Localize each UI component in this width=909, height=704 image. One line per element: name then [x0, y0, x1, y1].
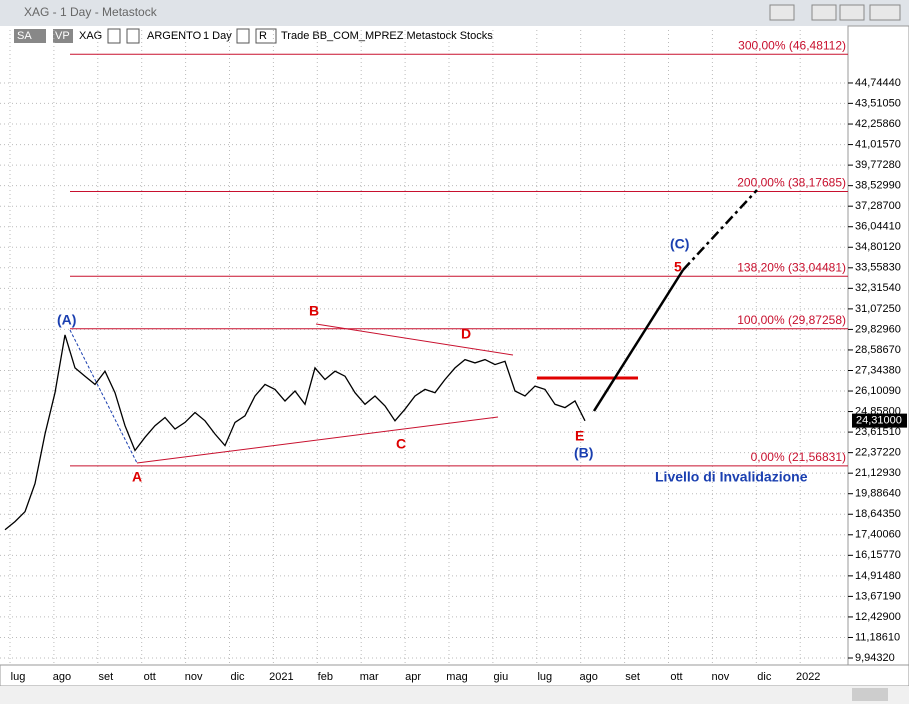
x-tick-label: ago [580, 671, 598, 683]
y-tick-label: 28,58670 [855, 344, 901, 356]
x-tick-label: dic [757, 671, 772, 683]
y-tick-label: 44,74440 [855, 77, 901, 89]
y-tick-label: 17,40060 [855, 529, 901, 541]
y-tick-label: 33,55830 [855, 262, 901, 274]
plot-area [0, 26, 848, 665]
y-tick-label: 21,12930 [855, 467, 901, 479]
wave-label: (B) [574, 445, 593, 461]
y-tick-label: 43,51050 [855, 97, 901, 109]
y-tick-label: 38,52990 [855, 180, 901, 192]
x-tick-label: lug [11, 671, 26, 683]
price-line [4, 334, 586, 531]
y-tick-label: 36,04410 [855, 221, 901, 233]
period: 1 Day [203, 30, 232, 42]
wave-lines [69, 189, 758, 464]
chart-type-dropdown[interactable] [126, 28, 140, 44]
y-tick-label: 13,67190 [855, 590, 901, 602]
y-tick-label: 27,34380 [855, 364, 901, 376]
x-tick-label: nov [712, 671, 730, 683]
x-tick-label: apr [405, 671, 421, 683]
instrument-name: ARGENTO [147, 30, 202, 42]
y-tick-label: 12,42900 [855, 611, 901, 623]
y-tick-label: 31,07250 [855, 303, 901, 315]
x-tick-label: set [625, 671, 640, 683]
y-tick-label: 39,77280 [855, 159, 901, 171]
y-tick-label: 16,15770 [855, 549, 901, 561]
x-tick-label: nov [185, 671, 203, 683]
x-tick-label: ott [144, 671, 156, 683]
btn-close[interactable] [869, 4, 901, 21]
y-tick-label: 37,28700 [855, 200, 901, 212]
vp-label: VP [55, 30, 70, 42]
fib-label: 138,20% (33,04481) [737, 260, 846, 274]
x-tick-label: ott [670, 671, 682, 683]
period-dropdown[interactable] [236, 28, 250, 44]
y-tick-label: 29,82960 [855, 323, 901, 335]
window-title: XAG - 1 Day - Metastock [24, 5, 158, 19]
vp-button[interactable] [53, 29, 73, 43]
wave-label: 5 [674, 259, 682, 275]
x-tick-label: dic [230, 671, 245, 683]
y-tick-label: 14,91480 [855, 570, 901, 582]
fib-label: 200,00% (38,17685) [737, 176, 846, 190]
wave-label: (A) [57, 312, 76, 328]
wave-label: (C) [670, 236, 689, 252]
y-tick-label: 41,01570 [855, 138, 901, 150]
y-tick-label: 9,94320 [855, 652, 895, 664]
y-tick-label: 32,31540 [855, 282, 901, 294]
price-axis [847, 25, 909, 666]
y-tick-label: 19,88640 [855, 488, 901, 500]
r-dropdown[interactable] [255, 28, 277, 44]
fib-label: 300,00% (46,48112) [738, 38, 846, 52]
r-label: R [259, 30, 267, 42]
y-tick-label: 26,10090 [855, 385, 901, 397]
btn-minimize[interactable] [811, 4, 837, 21]
sa-label: SA [17, 30, 32, 42]
x-tick-label: giu [494, 671, 509, 683]
scroll-thumb[interactable] [852, 688, 888, 701]
x-tick-label: set [98, 671, 113, 683]
x-tick-label: ago [53, 671, 71, 683]
y-tick-label: 42,25860 [855, 118, 901, 130]
wave-label: C [396, 436, 406, 452]
x-tick-label: mar [360, 671, 379, 683]
sa-button[interactable] [14, 29, 46, 43]
wave-label: D [461, 326, 471, 342]
x-tick-label: lug [537, 671, 552, 683]
symbol: XAG [79, 30, 102, 42]
x-tick-label: mag [446, 671, 467, 683]
x-tick-label: 2022 [796, 671, 820, 683]
scrollbar[interactable] [0, 686, 909, 704]
symbol-dropdown[interactable] [107, 28, 121, 44]
last-price-box [852, 413, 907, 428]
fib-label: 0,00% (21,56831) [751, 450, 846, 464]
wave-label: A [132, 469, 142, 485]
btn-maximize[interactable] [839, 4, 865, 21]
y-tick-label: 11,18610 [855, 631, 900, 643]
x-tick-label: 2021 [269, 671, 293, 683]
y-tick-label: 34,80120 [855, 241, 901, 253]
btn-restore[interactable] [769, 4, 795, 21]
y-tick-label: 23,61510 [855, 426, 901, 438]
instrument-text: Trade BB_COM_MPREZ Metastock Stocks [281, 30, 493, 42]
invalidation-label: Livello di Invalidazione [655, 469, 808, 485]
wave-label: B [309, 303, 319, 319]
y-tick-label: 22,37220 [855, 447, 901, 459]
fib-label: 100,00% (29,87258) [737, 313, 846, 327]
last-price-label: 24,31000 [856, 415, 902, 427]
title-bar [0, 0, 909, 26]
y-tick-label: 18,64350 [855, 508, 901, 520]
wave-label: E [575, 428, 584, 444]
x-tick-label: feb [318, 671, 333, 683]
